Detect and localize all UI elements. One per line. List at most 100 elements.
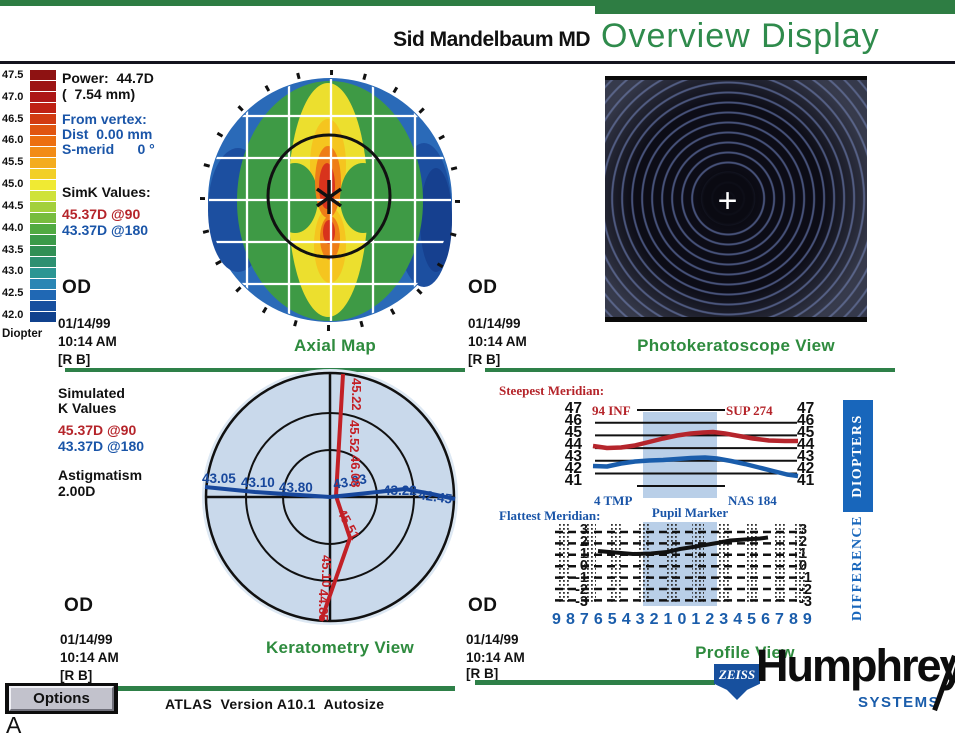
scale-swatch (30, 224, 56, 234)
annotation-tmp: 4 TMP (594, 493, 633, 508)
top-green-bar-right (595, 0, 955, 14)
pupil-marker-label: Pupil Marker (651, 505, 729, 520)
axis-tick-label: 5 (607, 611, 617, 628)
axis-tick-label: 42 (797, 460, 815, 477)
axis-tick-label: 44 (797, 436, 815, 453)
rings-tag-photo: [R B] (468, 352, 501, 367)
axis-tick-label: 41 (797, 472, 815, 489)
axis-tick-label: 6 (761, 611, 770, 628)
exam-date-photo: 01/14/99 (468, 316, 521, 331)
options-button[interactable]: Options (9, 686, 114, 711)
k-value: 42.45 (418, 487, 454, 507)
scale-unit-label: Diopter (2, 328, 43, 340)
axis-tick-label: 3 (719, 611, 729, 628)
power-mm: ( 7.54 mm) (62, 86, 136, 102)
diopter-scale (30, 70, 56, 322)
diopters-axis-left: 47 46 45 44 43 42 41 (544, 401, 582, 489)
scale-swatch (30, 268, 56, 278)
axis-tick-label: 8 (565, 611, 575, 628)
eye-label-axial: OD (62, 277, 92, 298)
scale-swatch (30, 246, 56, 256)
k-steep-value: 45.37D @90 (58, 422, 137, 438)
axis-tick-label: 4 (733, 611, 743, 628)
scale-label: 47.5 (2, 69, 24, 81)
zeiss-shield: ZEISS (714, 664, 760, 700)
scale-swatch (30, 191, 56, 201)
k-value: 43.10 (241, 475, 275, 490)
eye-label-photo: OD (468, 277, 498, 298)
physician-name: Sid Mandelbaum MD (393, 28, 590, 51)
scale-swatch (30, 70, 56, 80)
eye-label-ker: OD (64, 595, 94, 616)
divider-right (485, 368, 895, 372)
fixation-cross: + (717, 182, 738, 221)
flattest-meridian-label: Flattest Meridian: (499, 508, 601, 523)
scale-label: 43.5 (2, 243, 24, 256)
footer-divider-left (118, 686, 455, 691)
profile-view-caption: Profile View (695, 643, 795, 662)
axis-tick-label: 4 (621, 611, 631, 628)
keratometry-diagram: 43.05 43.10 43.80 43.93 43.22 42.45 45.2… (202, 369, 458, 625)
exam-time-photo: 10:14 AM (468, 334, 527, 349)
scale-swatch (30, 213, 56, 223)
exam-date-ker: 01/14/99 (60, 632, 113, 647)
axis-tick-label: 8 (788, 611, 798, 628)
scale-label: 46.0 (2, 134, 24, 147)
difference-band: DIFFERENCE (843, 515, 873, 621)
scale-swatch (30, 312, 56, 322)
k-flat-value: 43.37D @180 (58, 438, 145, 454)
axis-tick-label: 0 (677, 611, 687, 628)
astigmatism-label: Astigmatism (58, 467, 143, 483)
photokeratoscope-image: + (605, 76, 867, 322)
diopter-scale-labels: 47.5 47.0 46.5 46.0 45.5 45.0 44.5 44.0 43.5 43.0… (2, 69, 29, 321)
kvalues-label: K Values (58, 400, 117, 416)
axis-tick-label: 9 (802, 611, 812, 628)
footer-divider-right (475, 680, 715, 685)
axis-tick-label: 3 (635, 611, 645, 628)
scale-swatch (30, 301, 56, 311)
scale-label: 44.0 (2, 221, 24, 234)
humphrey-systems-logo: ZEISS Humphrey SYSTEMS (712, 640, 955, 724)
scale-label: 42.0 (2, 308, 24, 321)
axis-tick-label: 46 (564, 412, 582, 429)
pupil-band (643, 522, 717, 606)
map-tick-ring (200, 70, 460, 331)
annotation-nas: NAS 184 (728, 493, 777, 508)
annotation-sup: SUP 274 (726, 403, 773, 418)
exam-time-axial: 10:14 AM (58, 334, 117, 349)
map-center-mark (315, 180, 343, 214)
k-value: 43.22 (383, 483, 417, 498)
pupil-band (643, 412, 717, 498)
rings-tag-profile: [R B] (466, 666, 499, 681)
axis-tick-label: 46 (797, 412, 815, 429)
scale-swatch (30, 136, 56, 146)
axis-tick-label: 41 (564, 472, 582, 489)
k-value: 46.08 (348, 455, 363, 488)
axis-tick-label: 3 (579, 522, 588, 538)
axis-tick-label: 45 (797, 424, 815, 441)
scale-swatch (30, 147, 56, 157)
diopters-band-label: DIOPTERS (850, 414, 865, 498)
axis-tick-label: 43 (564, 448, 582, 465)
scale-swatch (30, 92, 56, 102)
simk-flat-value: 43.37D @180 (62, 222, 149, 238)
annotation-inf: 94 INF (592, 403, 631, 418)
dashed-gridlines (555, 530, 803, 602)
axis-tick-label: 2 (705, 611, 715, 628)
diopters-axis-right: 47 46 45 44 43 42 41 (797, 400, 835, 489)
k-value: 44.85 (316, 589, 331, 622)
rings-tag-axial: [R B] (58, 352, 91, 367)
exam-time-profile: 10:14 AM (466, 650, 525, 665)
exam-date-axial: 01/14/99 (58, 316, 111, 331)
k-value: 45.22 (349, 378, 364, 411)
k-value: 43.93 (332, 471, 368, 492)
axis-tick-label: 7 (579, 611, 589, 628)
divider-left (65, 368, 465, 372)
axis-tick-label: 6 (593, 611, 603, 628)
simk-steep-value: 45.37D @90 (62, 206, 141, 222)
axis-tick-label: 47 (797, 400, 815, 417)
steepest-meridian-chart (592, 409, 799, 498)
difference-chart (555, 522, 807, 606)
axis-tick-label: 5 (747, 611, 757, 628)
